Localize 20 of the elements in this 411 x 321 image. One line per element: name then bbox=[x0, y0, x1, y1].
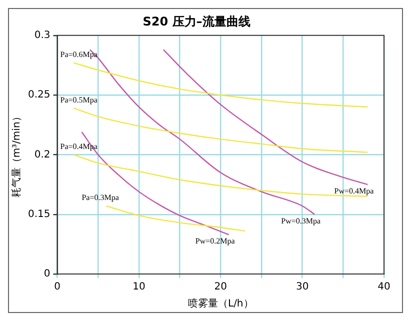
annotation: Pw=0.4Mpa bbox=[334, 186, 374, 196]
x-axis-title: 喷雾量（L/h） bbox=[188, 298, 254, 310]
y-tick-label: 0.25 bbox=[28, 90, 50, 101]
x-tick-label: 30 bbox=[296, 282, 309, 293]
chart-title: S20 压力–流量曲线 bbox=[142, 14, 250, 28]
y-axis-title: 耗气量（m³/min） bbox=[10, 112, 23, 198]
x-tick-label: 40 bbox=[378, 282, 390, 293]
annotation: Pw=0.3Mpa bbox=[281, 216, 322, 226]
y-tick-label: 0 bbox=[44, 268, 50, 280]
y-tick-label: 0.2 bbox=[34, 149, 50, 160]
annotation: Pw=0.2Mpa bbox=[195, 236, 236, 246]
x-tick-label: 20 bbox=[214, 282, 227, 293]
x-tick-label: 10 bbox=[132, 282, 146, 293]
y-tick-label: 0.15 bbox=[28, 208, 50, 220]
x-tick-label: 0 bbox=[54, 282, 60, 293]
y-tick-label: 0.3 bbox=[34, 30, 50, 41]
annotation: Pa=0.3Mpa bbox=[82, 193, 120, 202]
line-series bbox=[162, 49, 368, 186]
annotation: Pa=0.5Mpa bbox=[60, 95, 98, 104]
line-series bbox=[106, 205, 246, 232]
